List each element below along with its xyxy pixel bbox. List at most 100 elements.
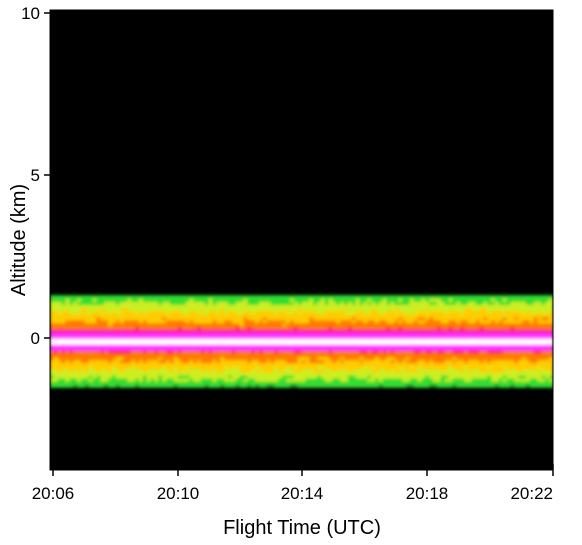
heatmap-cell	[69, 328, 74, 333]
heatmap-cell	[502, 338, 508, 342]
heatmap-cell	[115, 295, 121, 299]
heatmap-cell	[162, 347, 167, 351]
heatmap-cell	[436, 332, 442, 336]
heatmap-cell	[262, 368, 268, 373]
heatmap-cell	[386, 338, 392, 342]
heatmap-cell	[258, 295, 264, 299]
heatmap-cell	[491, 332, 496, 336]
heatmap-cell	[336, 316, 341, 321]
heatmap-cell	[65, 347, 70, 351]
heatmap-cell	[316, 374, 322, 379]
heatmap-cell	[96, 325, 101, 330]
heatmap-cell	[390, 347, 395, 351]
heatmap-cell	[96, 307, 101, 312]
heatmap-cell	[255, 295, 260, 299]
heatmap-cell	[347, 310, 353, 315]
heatmap-cell	[50, 307, 55, 312]
heatmap-cell	[266, 350, 272, 355]
heatmap-cell	[452, 328, 457, 333]
heatmap-cell	[142, 304, 148, 309]
heatmap-cell	[371, 325, 376, 330]
heatmap-cell	[119, 307, 125, 312]
heatmap-cell	[545, 362, 550, 367]
heatmap-cell	[351, 295, 357, 299]
heatmap-cell	[429, 325, 434, 330]
heatmap-cell	[169, 381, 175, 385]
heatmap-cell	[471, 313, 477, 318]
heatmap-cell	[471, 322, 477, 327]
heatmap-cell	[305, 319, 310, 324]
heatmap-cell	[185, 332, 190, 336]
heatmap-cell	[224, 298, 229, 302]
heatmap-cell	[367, 378, 372, 382]
heatmap-cell	[347, 350, 353, 355]
heatmap-cell	[417, 350, 423, 355]
heatmap-cell	[53, 371, 59, 376]
heatmap-cell	[301, 359, 306, 364]
heatmap-cell	[73, 362, 78, 367]
heatmap-cell	[142, 359, 148, 364]
heatmap-cell	[549, 365, 553, 370]
heatmap-cell	[506, 362, 512, 367]
heatmap-cell	[436, 381, 442, 385]
heatmap-cell	[522, 356, 527, 361]
heatmap-cell	[506, 304, 512, 309]
heatmap-cell	[162, 353, 167, 358]
heatmap-cell	[394, 325, 399, 330]
heatmap-cell	[297, 384, 303, 388]
heatmap-cell	[375, 362, 380, 367]
heatmap-cell	[421, 341, 426, 345]
heatmap-cell	[413, 374, 419, 379]
heatmap-cell	[239, 381, 245, 385]
heatmap-cell	[274, 384, 279, 388]
heatmap-cell	[88, 304, 94, 309]
heatmap-cell	[255, 344, 260, 348]
heatmap-cell	[460, 365, 465, 370]
heatmap-cell	[336, 378, 341, 382]
heatmap-cell	[494, 307, 500, 312]
heatmap-cell	[289, 307, 295, 312]
y-axis: 10 5 0 Altitude (km)	[8, 4, 50, 348]
heatmap-cell	[402, 298, 407, 302]
heatmap-cell	[409, 353, 415, 358]
heatmap-cell	[270, 353, 276, 358]
heatmap-cell	[545, 347, 550, 351]
heatmap-cell	[162, 319, 167, 324]
heatmap-cell	[367, 298, 372, 302]
heatmap-cell	[258, 304, 264, 309]
heatmap-cell	[382, 362, 388, 367]
heatmap-cell	[115, 359, 121, 364]
heatmap-cell	[154, 353, 159, 358]
heatmap-cell	[518, 325, 523, 330]
heatmap-cell	[332, 310, 337, 315]
heatmap-cell	[309, 371, 314, 376]
heatmap-cell	[150, 325, 156, 330]
heatmap-cell	[297, 381, 303, 385]
heatmap-cell	[328, 341, 334, 345]
heatmap-cell	[278, 347, 283, 351]
heatmap-cell	[247, 378, 252, 382]
heatmap-cell	[231, 374, 237, 379]
heatmap-cell	[309, 362, 314, 367]
heatmap-cell	[452, 368, 457, 373]
heatmap-cell	[169, 365, 175, 370]
heatmap-cell	[146, 328, 152, 333]
heatmap-cell	[394, 307, 399, 312]
heatmap-cell	[456, 381, 461, 385]
heatmap-cell	[464, 310, 469, 315]
heatmap-cell	[529, 328, 535, 333]
heatmap-cell	[436, 295, 442, 299]
heatmap-cell	[193, 344, 198, 348]
heatmap-cell	[227, 295, 233, 299]
heatmap-cell	[220, 313, 225, 318]
heatmap-cell	[142, 341, 148, 345]
heatmap-cell	[173, 381, 179, 385]
heatmap-cell	[502, 325, 508, 330]
heatmap-cell	[320, 365, 326, 370]
heatmap-cell	[529, 322, 535, 327]
heatmap-cell	[398, 359, 403, 364]
heatmap-cell	[297, 368, 303, 373]
heatmap-cell	[150, 374, 156, 379]
heatmap-cell	[483, 307, 488, 312]
heatmap-cell	[502, 359, 508, 364]
